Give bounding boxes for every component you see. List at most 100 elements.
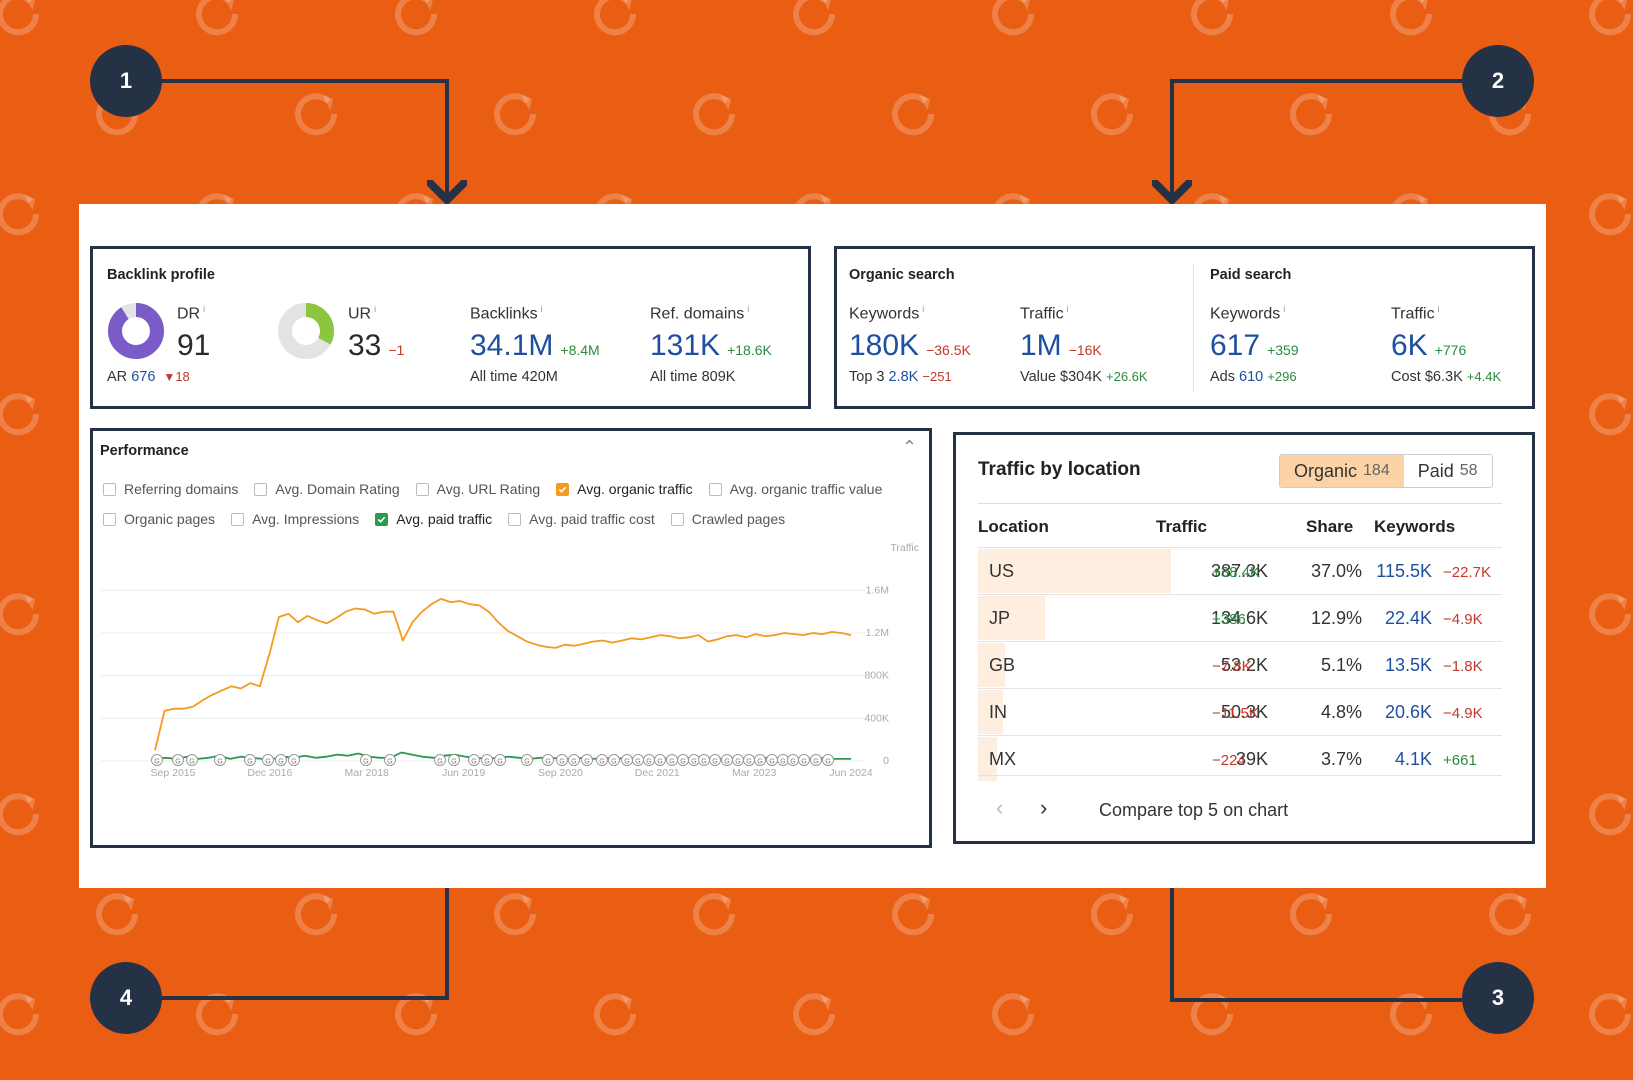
checkbox-empty-icon[interactable] bbox=[415, 482, 429, 496]
chevron-left-icon[interactable]: ‹ bbox=[996, 795, 1004, 820]
organic-keywords-value[interactable]: 180K bbox=[849, 329, 920, 362]
organic-value-delta: +26.6K bbox=[1106, 369, 1148, 384]
paid-traffic-value[interactable]: 6K bbox=[1391, 329, 1428, 362]
svg-text:G: G bbox=[801, 759, 806, 766]
backlinks-value[interactable]: 34.1M bbox=[470, 329, 554, 362]
paid-cost-row: Cost $6.3K +4.4K bbox=[1391, 369, 1501, 385]
location-code[interactable]: JP bbox=[989, 608, 1010, 629]
keywords-value[interactable]: 4.1K bbox=[1394, 749, 1432, 769]
organic-toggle-count: 184 bbox=[1363, 462, 1390, 479]
checkbox-empty-icon[interactable] bbox=[103, 512, 116, 526]
keywords-cell[interactable]: 115.5K bbox=[1376, 561, 1432, 582]
share-cell: 5.1% bbox=[1321, 655, 1362, 676]
annotation-marker-icon: G bbox=[608, 754, 620, 766]
annotation-marker-icon: G bbox=[643, 754, 655, 766]
keywords-value[interactable]: 13.5K bbox=[1384, 655, 1432, 675]
checkbox-empty-icon[interactable] bbox=[670, 512, 684, 526]
paid-traffic-info-icon[interactable]: i bbox=[1437, 304, 1440, 314]
metric-checkbox[interactable]: Avg. paid traffic bbox=[375, 511, 492, 527]
traffic-by-location-card: Traffic by location Organic 184 Paid 58 Lo… bbox=[953, 432, 1535, 844]
refdomains-info-icon[interactable]: i bbox=[747, 304, 750, 314]
checkbox-empty-icon[interactable] bbox=[231, 512, 245, 526]
metric-checkbox[interactable]: Avg. organic traffic bbox=[556, 481, 693, 497]
organic-keywords-info-icon[interactable]: i bbox=[922, 304, 925, 314]
annotation-marker-icon: G bbox=[777, 754, 789, 766]
location-code[interactable]: IN bbox=[989, 702, 1007, 723]
svg-text:G: G bbox=[657, 759, 662, 766]
metric-checkbox[interactable]: Organic pages bbox=[103, 511, 215, 527]
keywords-value[interactable]: 115.5K bbox=[1376, 561, 1432, 581]
metric-checkbox[interactable]: Referring domains bbox=[103, 481, 238, 497]
location-code[interactable]: US bbox=[989, 561, 1014, 582]
y-tick-label: 400K bbox=[864, 712, 889, 724]
table-row[interactable]: US 387.3K +38.4K 37.0% 115.5K −22.7K bbox=[978, 547, 1502, 594]
annotation-marker-icon: G bbox=[151, 754, 163, 766]
refresh-icon bbox=[0, 0, 40, 36]
table-row[interactable]: GB 53.2K −7.8K 5.1% 13.5K −1.8K bbox=[978, 641, 1502, 688]
checkbox-checked-icon[interactable] bbox=[375, 512, 389, 526]
refdomains-value[interactable]: 131K bbox=[650, 329, 721, 362]
organic-top3-label: Top 3 bbox=[849, 369, 885, 385]
organic-traffic-label: Traffic i bbox=[1020, 304, 1069, 323]
svg-text:G: G bbox=[451, 759, 456, 766]
backlinks-info-icon[interactable]: i bbox=[540, 304, 543, 314]
metric-checkbox[interactable]: Crawled pages bbox=[670, 511, 785, 527]
paid-keywords-value[interactable]: 617 bbox=[1210, 329, 1261, 362]
backlinks-alltime: All time 420M bbox=[470, 369, 558, 385]
svg-text:G: G bbox=[437, 759, 442, 766]
y-tick-label: 1.6M bbox=[866, 584, 889, 596]
dr-info-icon[interactable]: i bbox=[203, 304, 206, 314]
keywords-value[interactable]: 22.4K bbox=[1384, 608, 1432, 628]
checkbox-empty-icon[interactable] bbox=[254, 482, 268, 496]
metric-checkbox[interactable]: Avg. URL Rating bbox=[415, 481, 540, 497]
collapse-chevron-icon[interactable]: ⌃ bbox=[901, 437, 917, 457]
keywords-cell[interactable]: 22.4K bbox=[1385, 608, 1432, 629]
paid-ads-delta: +296 bbox=[1267, 369, 1297, 384]
table-row[interactable]: IN 50.3K −11.5K 4.8% 20.6K −4.9K bbox=[978, 688, 1502, 735]
ur-delta: −1 bbox=[388, 342, 405, 358]
checkbox-empty-icon[interactable] bbox=[708, 482, 722, 496]
col-header-traffic[interactable]: Traffic bbox=[1156, 517, 1208, 536]
col-header-keywords[interactable]: Keywords bbox=[1374, 517, 1456, 536]
metric-checkbox[interactable]: Avg. Impressions bbox=[231, 511, 359, 527]
table-row[interactable]: JP 134.6K +386 12.9% 22.4K −4.9K bbox=[978, 594, 1502, 641]
annotation-marker-icon: G bbox=[766, 754, 778, 766]
keywords-cell[interactable]: 13.5K bbox=[1385, 655, 1432, 676]
checkbox-checked-icon[interactable] bbox=[556, 482, 570, 496]
organic-traffic-info-icon[interactable]: i bbox=[1066, 304, 1069, 314]
share-value: 12.9% bbox=[1310, 608, 1362, 628]
traffic-delta: +386 bbox=[1212, 608, 1246, 629]
table-row[interactable]: MX 39K −224 3.7% 4.1K +661 bbox=[978, 735, 1502, 782]
location-code[interactable]: GB bbox=[989, 655, 1015, 676]
paid-ads-value[interactable]: 610 bbox=[1239, 369, 1264, 385]
traffic-delta-value: −7.8K bbox=[1212, 658, 1252, 675]
ar-value[interactable]: 676 bbox=[131, 369, 156, 385]
checkbox-empty-icon[interactable] bbox=[103, 482, 116, 496]
x-tick-label: Sep 2015 bbox=[151, 767, 196, 779]
svg-text:G: G bbox=[635, 759, 640, 766]
metric-checkbox[interactable]: Avg. organic traffic value bbox=[708, 481, 882, 497]
keywords-cell[interactable]: 20.6K bbox=[1385, 702, 1432, 723]
refresh-icon bbox=[0, 593, 40, 636]
keywords-cell[interactable]: 4.1K bbox=[1395, 749, 1432, 770]
chevron-right-icon[interactable]: › bbox=[1040, 795, 1048, 820]
organic-toggle-button[interactable]: Organic 184 bbox=[1280, 455, 1404, 487]
paid-keywords-info-icon[interactable]: i bbox=[1283, 304, 1286, 314]
compare-top5-link[interactable]: Compare top 5 on chart bbox=[1099, 800, 1289, 820]
metric-checkbox[interactable]: Avg. paid traffic cost bbox=[508, 511, 655, 527]
organic-top3-value[interactable]: 2.8K bbox=[888, 369, 919, 385]
ur-ring-chart bbox=[278, 303, 334, 359]
refdomains-value-row: 131K +18.6K bbox=[650, 329, 772, 363]
refresh-icon bbox=[693, 93, 736, 136]
organic-traffic-value[interactable]: 1M bbox=[1020, 329, 1062, 362]
col-header-location[interactable]: Location bbox=[978, 517, 1049, 536]
refresh-icon bbox=[295, 93, 338, 136]
ur-info-icon[interactable]: i bbox=[374, 304, 377, 314]
paid-keywords-value-row: 617 +359 bbox=[1210, 329, 1299, 363]
paid-toggle-button[interactable]: Paid 58 bbox=[1403, 455, 1492, 487]
location-code[interactable]: MX bbox=[989, 749, 1016, 770]
col-header-share[interactable]: Share bbox=[1306, 517, 1354, 536]
keywords-value[interactable]: 20.6K bbox=[1384, 702, 1432, 722]
metric-checkbox[interactable]: Avg. Domain Rating bbox=[254, 481, 400, 497]
checkbox-empty-icon[interactable] bbox=[508, 512, 522, 526]
